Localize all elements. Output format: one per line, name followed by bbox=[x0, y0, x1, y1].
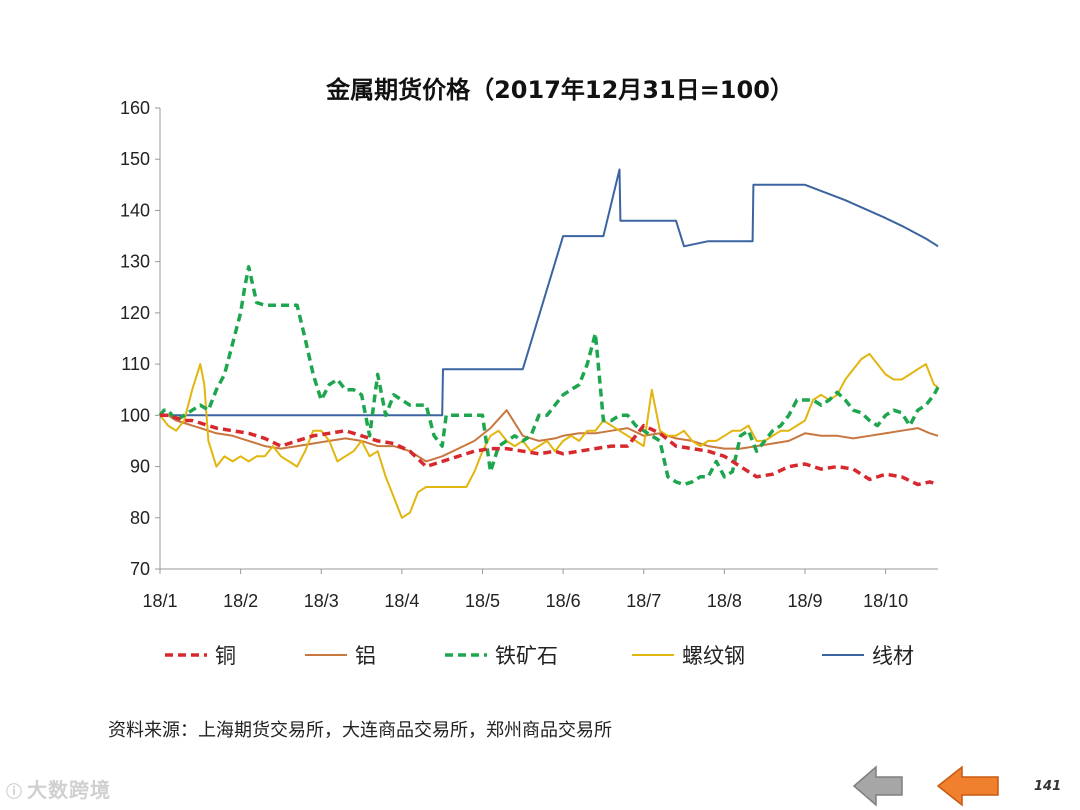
y-tick-label: 130 bbox=[120, 252, 150, 272]
y-tick-label: 150 bbox=[120, 149, 150, 169]
series-copper bbox=[160, 413, 939, 487]
y-tick-label: 80 bbox=[130, 508, 150, 528]
x-tick-label: 18/10 bbox=[863, 591, 908, 611]
legend-copper-label: 铜 bbox=[215, 644, 236, 668]
x-tick-label: 18/6 bbox=[546, 591, 581, 611]
y-tick-label: 160 bbox=[120, 98, 150, 118]
legend-wire-rod-label: 线材 bbox=[872, 644, 914, 668]
source-note: 资料来源：上海期货交易所，大连商品交易所，郑州商品交易所 bbox=[108, 720, 612, 741]
series-wire-rod bbox=[160, 168, 939, 417]
legend-iron-ore-label: 铁矿石 bbox=[495, 644, 558, 668]
x-tick-label: 18/2 bbox=[223, 591, 258, 611]
left-arrow-icon bbox=[936, 765, 999, 807]
x-tick-label: 18/8 bbox=[707, 591, 742, 611]
x-tick-label: 18/5 bbox=[465, 591, 500, 611]
series-iron-ore bbox=[158, 265, 940, 487]
series-rebar bbox=[159, 352, 939, 519]
y-tick-label: 110 bbox=[121, 354, 150, 374]
x-tick-label: 18/3 bbox=[304, 591, 339, 611]
legend-aluminum-label: 铝 bbox=[355, 644, 376, 668]
next-page-button[interactable] bbox=[936, 764, 1000, 808]
y-tick-label: 100 bbox=[120, 405, 150, 425]
x-tick-label: 18/7 bbox=[626, 591, 661, 611]
chart-title: 金属期货价格（2017年12月31日=100） bbox=[325, 76, 794, 104]
x-tick-label: 18/9 bbox=[787, 591, 822, 611]
page-number: 141 bbox=[1034, 779, 1062, 794]
watermark-text: 大数跨境 bbox=[27, 778, 112, 802]
y-tick-label: 120 bbox=[120, 303, 150, 323]
left-arrow-icon bbox=[852, 765, 903, 807]
watermark: ⓘ 大数跨境 bbox=[6, 774, 111, 803]
y-tick-label: 90 bbox=[130, 457, 150, 477]
weibo-icon: ⓘ bbox=[6, 782, 24, 801]
legend-rebar-label: 螺纹钢 bbox=[682, 644, 745, 668]
series-aluminum bbox=[160, 409, 939, 463]
y-tick-label: 70 bbox=[130, 559, 150, 579]
x-tick-label: 18/4 bbox=[384, 591, 419, 611]
prev-page-button[interactable] bbox=[852, 764, 904, 808]
x-tick-label: 18/1 bbox=[142, 591, 177, 611]
y-tick-label: 140 bbox=[120, 200, 150, 220]
